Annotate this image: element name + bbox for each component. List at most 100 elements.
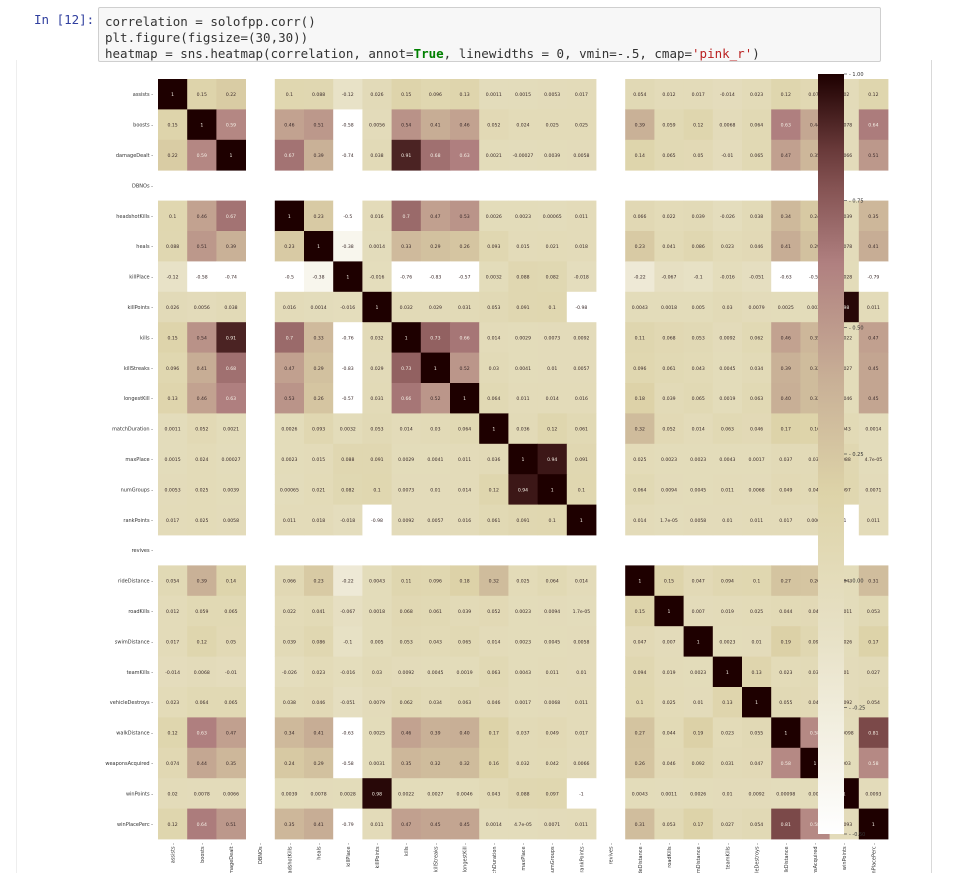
heatmap-cell [858, 717, 889, 749]
cell-annotation: 0.02 [167, 791, 177, 797]
code-line-3[interactable]: heatmap = sns.heatmap(correlation, annot… [105, 46, 760, 61]
cell-annotation: 0.0092 [398, 670, 414, 676]
heatmap-cell [304, 504, 334, 536]
heatmap-cell [304, 261, 334, 293]
heatmap-cell [304, 322, 334, 353]
heatmap-cell [362, 565, 392, 597]
cell-annotation: 0.0028 [340, 791, 356, 797]
heatmap-cell [274, 200, 305, 232]
cell-annotation: 0.0026 [486, 214, 502, 220]
cell-annotation: -0.79 [342, 822, 354, 828]
cell-annotation: -0.12 [342, 92, 354, 98]
heatmap-cell [712, 200, 743, 232]
heatmap-cell [683, 139, 714, 171]
cell-annotation: -0.58 [196, 275, 208, 281]
cell-annotation: 0.091 [516, 518, 529, 524]
cell-annotation: 0.26 [459, 244, 469, 250]
cell-annotation: 0.015 [516, 244, 529, 250]
cell-annotation: 0.053 [487, 305, 500, 311]
cell-annotation: 0.091 [370, 457, 383, 463]
cell-annotation: 0.0026 [836, 639, 852, 645]
cell-annotation: 0.046 [808, 609, 821, 615]
cell-annotation: 0.39 [430, 731, 440, 737]
cell-annotation: 0.63 [197, 731, 207, 737]
heatmap-cell [566, 443, 597, 475]
cell-annotation: 0.025 [662, 700, 675, 706]
cell-annotation: 0.025 [575, 123, 588, 129]
heatmap-cell [391, 231, 422, 262]
cell-annotation: 0.81 [868, 731, 878, 737]
cell-annotation: 0.01 [751, 639, 761, 645]
heatmap-cell [537, 322, 568, 353]
cell-annotation: 0.0023 [661, 457, 677, 463]
cell-annotation: 0.0019 [457, 670, 473, 676]
heatmap-cell [625, 626, 655, 657]
heatmap-cell [508, 504, 538, 536]
heatmap-cell [537, 352, 568, 384]
cell-annotation: 0.0066 [836, 153, 852, 159]
heatmap-cell [625, 747, 655, 779]
output-scrollbar[interactable] [931, 60, 932, 873]
heatmap-cell [274, 352, 305, 384]
heatmap-cell [187, 139, 217, 171]
row-tick-label: boosts - [133, 123, 153, 129]
cell-annotation: 0.39 [781, 366, 791, 372]
cell-annotation: 0.16 [810, 427, 820, 433]
heatmap-cell [333, 231, 363, 262]
cell-annotation: 0.094 [721, 579, 734, 585]
cell-annotation: 0.68 [226, 366, 236, 372]
cell-annotation: 0.81 [781, 822, 791, 828]
cell-annotation: -0.018 [340, 518, 355, 524]
heatmap-cell [274, 626, 305, 657]
cell-annotation: 0.1 [578, 487, 585, 493]
heatmap-cell [362, 109, 392, 141]
cell-annotation: 0.41 [430, 123, 440, 129]
heatmap-cell [742, 109, 772, 141]
cell-annotation: 0.46 [781, 335, 791, 341]
cell-annotation: 0.00027 [222, 457, 241, 463]
cell-annotation: 0.044 [779, 609, 792, 615]
cell-annotation: -0.22 [342, 579, 354, 585]
colorbar-tick-label: - -0.25 [849, 705, 865, 711]
heatmap-cell [654, 595, 684, 627]
cell-annotation: 0.58 [868, 761, 878, 767]
cell-annotation: 0.0023 [281, 457, 297, 463]
cell-annotation: 0.016 [458, 518, 471, 524]
heatmap-cell [566, 687, 597, 718]
cell-annotation: 0.54 [197, 335, 207, 341]
cell-annotation: -0.016 [720, 275, 735, 281]
code-line-2[interactable]: plt.figure(figsize=(30,30)) [105, 30, 309, 45]
heatmap-cell [771, 626, 801, 657]
cell-annotation: 0.097 [838, 487, 851, 493]
heatmap-cell [304, 383, 334, 414]
heatmap-cell [508, 687, 538, 718]
cell-annotation: 0.16 [489, 761, 499, 767]
heatmap-cell [771, 200, 801, 232]
heatmap-cell [362, 413, 392, 445]
code-input-area[interactable]: correlation = solofpp.corr() plt.figure(… [98, 7, 881, 62]
heatmap-cell [625, 139, 655, 171]
cell-annotation: 0.41 [313, 822, 323, 828]
heatmap-cell [450, 383, 480, 414]
cell-annotation: 0.47 [868, 335, 878, 341]
cell-annotation: 0.014 [575, 579, 588, 585]
heatmap-cell [420, 687, 451, 718]
code-line-1[interactable]: correlation = solofpp.corr() [105, 14, 316, 29]
heatmap-cell [858, 656, 889, 688]
cell-annotation: 1 [492, 427, 495, 433]
heatmap-cell [654, 443, 684, 475]
cell-annotation: 0.73 [430, 335, 440, 341]
cell-annotation: 0.007 [692, 609, 705, 615]
cell-annotation: 0.046 [750, 427, 763, 433]
cell-annotation: 0.065 [224, 609, 237, 615]
heatmap-cell [304, 443, 334, 475]
heatmap-cell [333, 565, 363, 597]
cell-annotation: 0.011 [283, 518, 296, 524]
heatmap-cell [566, 656, 597, 688]
cell-annotation: 0.038 [370, 153, 383, 159]
cell-annotation: 0.54 [401, 123, 411, 129]
cell-annotation: -0.76 [400, 275, 412, 281]
colorbar-tick-label: - 0.75 [849, 199, 864, 205]
heatmap-cell [712, 352, 743, 384]
cell-annotation: 0.093 [312, 427, 325, 433]
